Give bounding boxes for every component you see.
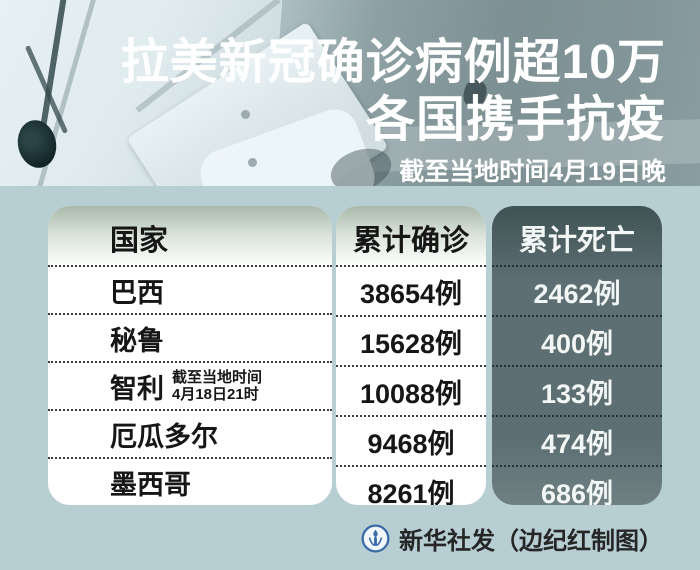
table-row-deaths: 686例 — [492, 465, 662, 505]
photo-coat-button — [241, 110, 250, 119]
country-name: 智利 — [110, 373, 164, 404]
table-row-confirmed: 10088例 — [336, 365, 486, 415]
table-row-country: 智利 截至当地时间 4月18日21时 — [48, 361, 332, 409]
column-header-country: 国家 — [48, 206, 332, 265]
column-country: 国家 巴西 秘鲁 智利 截至当地时间 4月18日21时 厄瓜多尔 墨西哥 — [48, 206, 332, 505]
table-row-deaths: 474例 — [492, 415, 662, 465]
credit-text: 新华社发（边纪红制图） — [399, 528, 663, 555]
country-note: 截至当地时间 4月18日21时 — [172, 369, 262, 403]
table-row-confirmed: 15628例 — [336, 315, 486, 365]
cases-table: 国家 巴西 秘鲁 智利 截至当地时间 4月18日21时 厄瓜多尔 墨西哥 累计确… — [48, 206, 662, 505]
table-row-deaths: 133例 — [492, 365, 662, 415]
title-line-1: 拉美新冠确诊病例超10万 — [120, 36, 666, 89]
column-deaths: 累计死亡 2462例 400例 133例 474例 686例 — [492, 206, 662, 505]
column-header-deaths: 累计死亡 — [518, 224, 635, 257]
headline-block: 拉美新冠确诊病例超10万 各国携手抗疫 截至当地时间4月19日晚 — [121, 34, 666, 186]
credit-line: 新华社发（边纪红制图） — [361, 521, 663, 556]
country-note-line: 截至当地时间 — [172, 369, 263, 386]
doctor-photo — [0, 0, 700, 186]
country-note-line: 4月18日21时 — [172, 386, 259, 403]
table-row-deaths: 2462例 — [492, 265, 662, 315]
table-row-confirmed: 8261例 — [336, 465, 486, 505]
table-row-country: 墨西哥 — [48, 457, 332, 505]
table-row-country: 秘鲁 — [48, 313, 332, 361]
column-confirmed: 累计确诊 38654例 15628例 10088例 9468例 8261例 — [336, 206, 486, 505]
table-row-country: 厄瓜多尔 — [48, 409, 332, 457]
column-header-confirmed: 累计确诊 — [336, 206, 486, 265]
table-row-deaths: 400例 — [492, 315, 662, 365]
xinhua-logo-icon — [361, 524, 390, 553]
title-subtitle: 截至当地时间4月19日晚 — [399, 158, 666, 186]
photo-coat-button — [248, 158, 257, 167]
table-row-confirmed: 38654例 — [336, 265, 486, 315]
table-row-country: 巴西 — [48, 265, 332, 313]
title-line-2: 各国携手抗疫 — [365, 93, 666, 147]
table-row-confirmed: 9468例 — [336, 415, 486, 465]
